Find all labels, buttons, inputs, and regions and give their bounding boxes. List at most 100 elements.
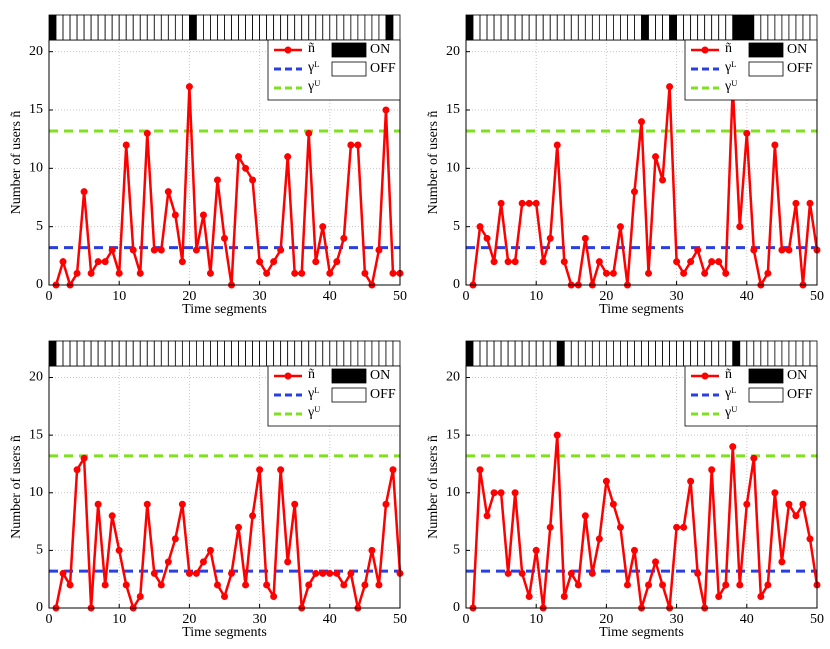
state-cell (364, 14, 373, 41)
point (602, 477, 610, 485)
y-axis-label: Number of users ñ (9, 435, 24, 539)
point (588, 569, 596, 577)
state-cell (620, 340, 628, 367)
point (504, 569, 512, 577)
series-line (471, 435, 819, 609)
state-cell (364, 340, 373, 367)
point (305, 129, 313, 137)
state-cell (472, 340, 481, 367)
point (680, 523, 688, 531)
point (609, 500, 617, 508)
point (178, 258, 186, 266)
y-tick-label: 10 (446, 485, 460, 500)
point (581, 234, 589, 242)
legend-label: γᴸ (307, 60, 319, 75)
point (242, 581, 250, 589)
state-cell (591, 14, 600, 41)
state-cell (69, 14, 78, 41)
state-cell (48, 340, 57, 367)
state-cell (781, 14, 790, 41)
state-cell (266, 14, 275, 41)
state-cell (111, 14, 120, 41)
state-cell (181, 340, 190, 367)
state-cell (746, 14, 755, 41)
point (560, 258, 568, 266)
state-cell (767, 14, 776, 41)
point (171, 535, 179, 543)
state-cell (139, 340, 148, 367)
state-cell (493, 340, 502, 367)
legend-label: γᵁ (724, 405, 738, 420)
point (270, 258, 278, 266)
state-cell (606, 14, 614, 41)
state-cell (315, 340, 324, 367)
point (532, 546, 540, 554)
state-cell (577, 14, 586, 41)
state-cell (357, 14, 366, 41)
point (340, 234, 348, 242)
state-cell (301, 14, 310, 41)
state-cell (104, 340, 113, 367)
point (277, 466, 285, 474)
state-cell (669, 340, 678, 367)
point (277, 246, 285, 254)
point (722, 581, 730, 589)
state-cell (753, 14, 762, 41)
point (143, 129, 151, 137)
point (326, 569, 334, 577)
state-cell (378, 340, 387, 367)
state-cell (371, 340, 380, 367)
legend-label: γᵁ (307, 79, 321, 94)
point (101, 258, 109, 266)
legend-label: γᵁ (724, 79, 738, 94)
state-cell (542, 340, 551, 367)
point (59, 569, 67, 577)
point (171, 211, 179, 219)
state-cell (90, 14, 99, 41)
state-cell (118, 14, 127, 41)
state-cell (563, 14, 572, 41)
state-cell (378, 14, 387, 41)
x-axis-label: Time segments (599, 302, 684, 317)
y-tick-label: 15 (446, 102, 460, 117)
legend-label: γᴸ (724, 386, 736, 401)
state-cell (188, 340, 197, 367)
state-cell (570, 14, 579, 41)
state-cell (343, 340, 352, 367)
x-tick-label: 20 (182, 612, 196, 627)
state-cell (55, 340, 64, 367)
point (504, 258, 512, 266)
point (490, 489, 498, 497)
point (525, 592, 533, 600)
point (312, 258, 320, 266)
state-cell (62, 14, 71, 41)
state-cell (648, 14, 656, 41)
state-cell (549, 340, 558, 367)
state-cell (308, 14, 317, 41)
legend-label: OFF (370, 387, 396, 402)
state-cell (718, 340, 727, 367)
point (59, 258, 67, 266)
legend-marker (284, 46, 292, 54)
point (736, 581, 744, 589)
state-cell (245, 340, 253, 367)
state-cell (683, 340, 692, 367)
point (129, 246, 137, 254)
state-cell (732, 14, 741, 41)
legend-marker (701, 372, 709, 380)
point (347, 141, 355, 149)
state-cell (514, 14, 523, 41)
point (80, 454, 88, 462)
point (263, 269, 271, 277)
y-tick-label: 20 (29, 370, 43, 385)
state-cell (577, 340, 586, 367)
state-cell (322, 340, 331, 367)
point (143, 500, 151, 508)
point (150, 246, 158, 254)
state-cell (308, 340, 317, 367)
legend-label: γᴸ (307, 386, 319, 401)
state-cell (479, 14, 488, 41)
state-cell (238, 340, 246, 367)
state-cell (718, 14, 727, 41)
